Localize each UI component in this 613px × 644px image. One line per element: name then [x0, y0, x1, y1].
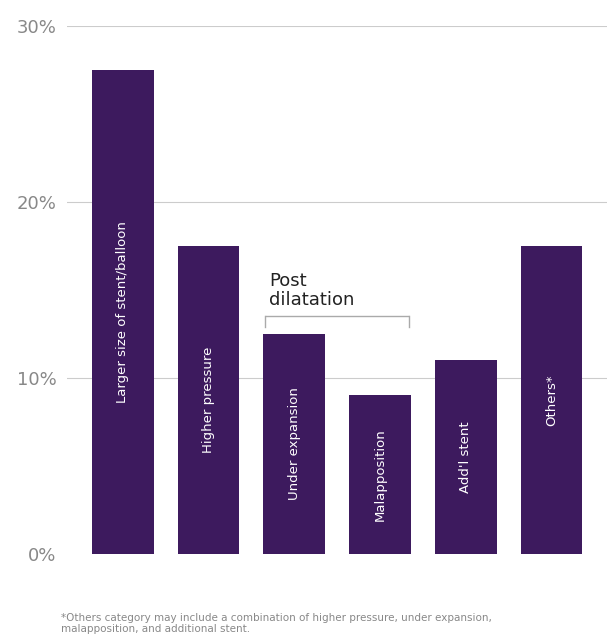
Text: *Others category may include a combination of higher pressure, under expansion,
: *Others category may include a combinati… — [61, 612, 492, 634]
Text: Higher pressure: Higher pressure — [202, 346, 215, 453]
Text: Others*: Others* — [545, 374, 558, 426]
Text: Malapposition: Malapposition — [373, 428, 387, 521]
Bar — [435, 360, 497, 554]
Text: Post
dilatation: Post dilatation — [270, 272, 355, 309]
Bar — [520, 246, 582, 554]
Text: Add'l stent: Add'l stent — [459, 421, 472, 493]
Bar — [349, 395, 411, 554]
Bar — [178, 246, 240, 554]
Text: Under expansion: Under expansion — [287, 388, 301, 500]
Text: Larger size of stent/balloon: Larger size of stent/balloon — [116, 221, 129, 402]
Bar — [92, 70, 154, 554]
Bar — [264, 334, 325, 554]
